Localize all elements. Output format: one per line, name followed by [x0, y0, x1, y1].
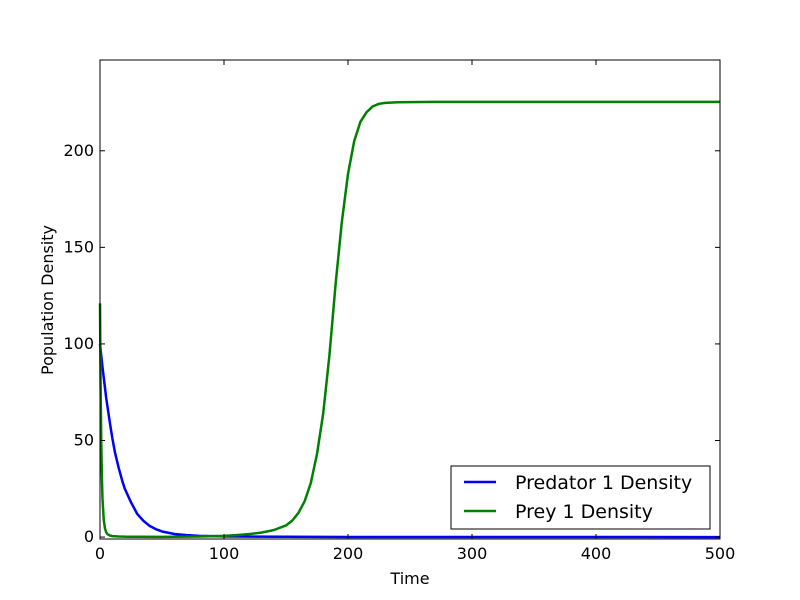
x-tick-label: 100 — [209, 544, 240, 563]
y-tick-label: 50 — [74, 430, 94, 449]
plot-background — [100, 60, 720, 539]
plot-frame — [99, 59, 721, 540]
y-tick-label: 100 — [63, 334, 94, 353]
legend-box — [450, 465, 711, 530]
x-axis-label: Time — [389, 569, 429, 588]
legend-label-prey: Prey 1 Density — [515, 501, 653, 523]
x-tick-label: 500 — [705, 544, 736, 563]
x-tick-label: 400 — [581, 544, 612, 563]
legend-label-predator: Predator 1 Density — [515, 472, 692, 494]
y-tick-label: 200 — [63, 141, 94, 160]
tick-layer: 0 100 200 300 400 500 0 50 100 150 200 — [63, 60, 735, 563]
series-line-0 — [98, 343, 721, 539]
x-tick-label: 200 — [333, 544, 364, 563]
legend: Predator 1 Density Prey 1 Density — [450, 465, 711, 530]
series-layer — [98, 100, 721, 539]
y-tick-label: 0 — [84, 527, 94, 546]
series-line-1 — [98, 100, 720, 539]
y-tick-label: 150 — [63, 237, 94, 256]
x-tick-label: 0 — [95, 544, 105, 563]
x-tick-label: 300 — [457, 544, 488, 563]
y-axis-label: Population Density — [38, 225, 57, 375]
